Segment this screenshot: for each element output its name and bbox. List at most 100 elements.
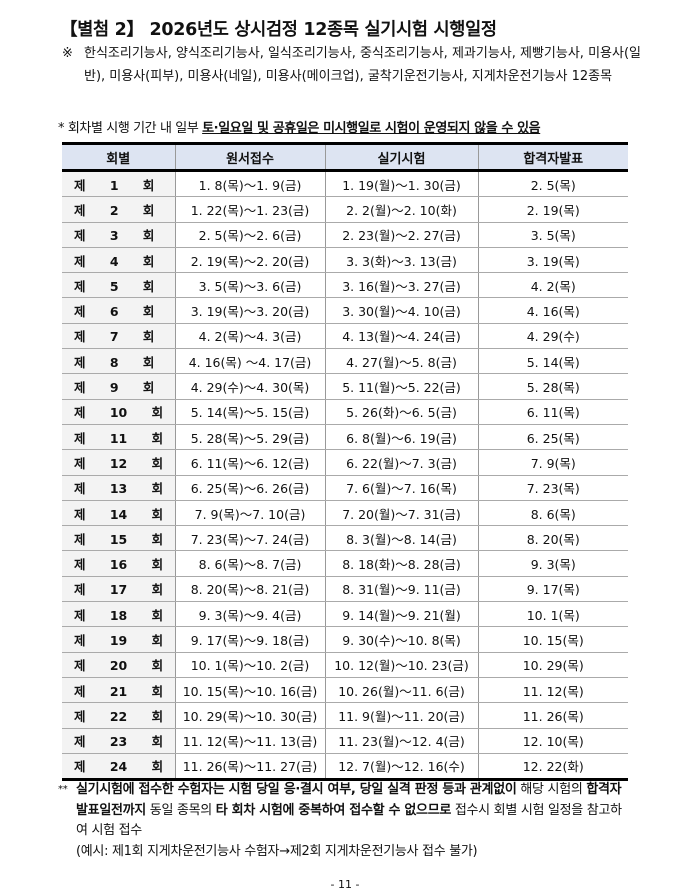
cell-application-period: 4. 29(수)～4. 30(목) <box>174 373 325 400</box>
footnote-text-3: 접수시 회별 시험 일정을 참고하여 시험 접수 <box>76 802 622 839</box>
caution-text: 회차별 시행 기간 내 일부 <box>67 121 203 136</box>
cell-exam-period: 6. 22(월)～7. 3(금) <box>324 449 478 476</box>
cell-exam-period: 11. 9(월)～11. 20(금) <box>324 702 478 729</box>
header-result-announcement: 합격자발표 <box>477 142 628 172</box>
target-items-text: 한식조리기능사, 양식조리기능사, 일식조리기능사, 중식조리기능사, 제과기능… <box>84 46 641 84</box>
cell-exam-period: 2. 2(월)～2. 10(화) <box>324 196 478 223</box>
footnote-bold-1: 실기시험에 접수한 수험자는 시험 당일 응·결시 여부, 당일 실격 판정 등… <box>76 782 517 797</box>
cell-application-period: 4. 2(목)～4. 3(금) <box>174 323 325 350</box>
table-row: 제 6 회 3. 19(목)～3. 20(금) 3. 30(월)～4. 10(금) 4… <box>62 297 628 324</box>
table-row: 제 1 회 1. 8(목)～1. 9(금) 1. 19(월)～1. 30(금) 2. … <box>62 170 628 198</box>
header-application: 원서접수 <box>174 142 325 172</box>
footnote-bold-3: 타 회차 시험에 중복하여 접수할 수 없으므로 <box>215 802 452 818</box>
table-row: 제 3 회 2. 5(목)～2. 6(금) 2. 23(월)～2. 27(금) 3. … <box>62 222 628 248</box>
cell-round: 제 8 회 <box>62 348 175 375</box>
cell-application-period: 1. 8(목)～1. 9(금) <box>174 170 325 198</box>
table-row: 제 11 회 5. 28(목)～5. 29(금) 6. 8(월)～6. 19(금) 6… <box>62 424 628 451</box>
cell-exam-period: 4. 27(월)～5. 8(금) <box>324 348 478 375</box>
table-row: 제 21 회 10. 15(목)～10. 16(금) 10. 26(월)～11. 6… <box>62 677 628 704</box>
cell-exam-period: 11. 23(월)～12. 4(금) <box>324 728 478 754</box>
cell-application-period: 10. 15(목)～10. 16(금) <box>174 677 325 704</box>
cell-exam-period: 12. 7(월)～12. 16(수) <box>324 753 478 782</box>
table-row: 제 17 회 8. 20(목)～8. 21(금) 8. 31(월)～9. 11(금)… <box>62 576 628 603</box>
cell-result-date: 12. 22(화) <box>477 753 628 782</box>
table-row: 제 10 회 5. 14(목)～5. 15(금) 5. 26(화)～6. 5(금) 6… <box>62 399 628 425</box>
cell-round: 제 10 회 <box>62 399 175 425</box>
cell-result-date: 5. 28(목) <box>477 373 628 400</box>
cell-exam-period: 9. 30(수)～10. 8(목) <box>324 626 478 653</box>
table-header-row: 회별 원서접수 실기시험 합격자발표 <box>62 142 628 172</box>
cell-result-date: 4. 2(목) <box>477 272 628 299</box>
cell-exam-period: 8. 3(월)～8. 14(금) <box>324 525 478 552</box>
cell-round: 제 19 회 <box>62 626 175 653</box>
cell-application-period: 3. 19(목)～3. 20(금) <box>174 297 325 324</box>
exam-schedule-table: 회별 원서접수 실기시험 합격자발표 제 1 회 1. 8(목)～1. 9(금) 1… <box>62 142 628 782</box>
cell-round: 제 5 회 <box>62 272 175 299</box>
cell-result-date: 9. 3(목) <box>477 550 628 577</box>
cell-application-period: 6. 11(목)～6. 12(금) <box>174 449 325 476</box>
cell-application-period: 8. 20(목)～8. 21(금) <box>174 576 325 603</box>
cell-result-date: 10. 1(목) <box>477 601 628 628</box>
header-practical-exam: 실기시험 <box>324 142 478 172</box>
cell-round: 제 18 회 <box>62 601 175 628</box>
cell-round: 제 13 회 <box>62 475 175 501</box>
cell-result-date: 12. 10(목) <box>477 728 628 754</box>
footnote-text-2: 동일 종목의 <box>145 802 216 818</box>
cell-application-period: 9. 3(목)～9. 4(금) <box>174 601 325 628</box>
schedule-caution-note: * 회차별 시행 기간 내 일부 토·일요일 및 공휴일은 미시행일로 시험이 … <box>58 117 541 136</box>
table-row: 제 19 회 9. 17(목)～9. 18(금) 9. 30(수)～10. 8(목)… <box>62 626 628 653</box>
cell-exam-period: 3. 30(월)～4. 10(금) <box>324 297 478 324</box>
cell-round: 제 1 회 <box>62 170 175 198</box>
cell-exam-period: 5. 11(월)～5. 22(금) <box>324 373 478 400</box>
cell-result-date: 11. 26(목) <box>477 702 628 729</box>
cell-round: 제 21 회 <box>62 677 175 704</box>
table-row: 제 14 회 7. 9(목)～7. 10(금) 7. 20(월)～7. 31(금) 8… <box>62 500 628 527</box>
page-title: 【별첨 2】 2026년도 상시검정 12종목 실기시험 시행일정 <box>60 20 497 40</box>
cell-exam-period: 7. 6(월)～7. 16(목) <box>324 475 478 501</box>
table-row: 제 7 회 4. 2(목)～4. 3(금) 4. 13(월)～4. 24(금) 4. … <box>62 323 628 350</box>
cell-round: 제 3 회 <box>62 222 175 248</box>
table-row: 제 15 회 7. 23(목)～7. 24(금) 8. 3(월)～8. 14(금) 8… <box>62 525 628 552</box>
cell-result-date: 4. 16(목) <box>477 297 628 324</box>
cell-result-date: 4. 29(수) <box>477 323 628 350</box>
cell-application-period: 11. 12(목)～11. 13(금) <box>174 728 325 754</box>
cell-result-date: 7. 23(목) <box>477 475 628 501</box>
cell-round: 제 11 회 <box>62 424 175 451</box>
cell-result-date: 6. 11(목) <box>477 399 628 425</box>
cell-result-date: 10. 15(목) <box>477 626 628 653</box>
cell-round: 제 2 회 <box>62 196 175 223</box>
cell-result-date: 6. 25(목) <box>477 424 628 451</box>
cell-result-date: 11. 12(목) <box>477 677 628 704</box>
cell-result-date: 3. 5(목) <box>477 222 628 248</box>
cell-round: 제 22 회 <box>62 702 175 729</box>
cell-exam-period: 1. 19(월)～1. 30(금) <box>324 170 478 198</box>
cell-exam-period: 8. 31(월)～9. 11(금) <box>324 576 478 603</box>
double-asterisk-icon: ** <box>58 784 68 795</box>
cell-application-period: 7. 9(목)～7. 10(금) <box>174 500 325 527</box>
table-row: 제 13 회 6. 25(목)～6. 26(금) 7. 6(월)～7. 16(목) 7… <box>62 475 628 501</box>
cell-exam-period: 10. 12(월)～10. 23(금) <box>324 652 478 678</box>
page-number: - 11 - <box>330 878 360 891</box>
header-round: 회별 <box>62 142 175 172</box>
table-row: 제 22 회 10. 29(목)～10. 30(금) 11. 9(월)～11. 20… <box>62 702 628 729</box>
cell-exam-period: 5. 26(화)～6. 5(금) <box>324 399 478 425</box>
cell-application-period: 1. 22(목)～1. 23(금) <box>174 196 325 223</box>
cell-round: 제 17 회 <box>62 576 175 603</box>
cell-application-period: 8. 6(목)～8. 7(금) <box>174 550 325 577</box>
cell-application-period: 6. 25(목)～6. 26(금) <box>174 475 325 501</box>
cell-application-period: 2. 5(목)～2. 6(금) <box>174 222 325 248</box>
cell-exam-period: 7. 20(월)～7. 31(금) <box>324 500 478 527</box>
duplicate-application-footnote: ** 실기시험에 접수한 수험자는 시험 당일 응·결시 여부, 당일 실격 판… <box>58 780 628 862</box>
cell-application-period: 7. 23(목)～7. 24(금) <box>174 525 325 552</box>
cell-round: 제 9 회 <box>62 373 175 400</box>
reference-mark-icon: ※ <box>62 46 73 61</box>
cell-exam-period: 10. 26(월)～11. 6(금) <box>324 677 478 704</box>
cell-result-date: 3. 19(목) <box>477 247 628 274</box>
cell-round: 제 15 회 <box>62 525 175 552</box>
table-row: 제 9 회 4. 29(수)～4. 30(목) 5. 11(월)～5. 22(금) 5… <box>62 373 628 400</box>
cell-round: 제 14 회 <box>62 500 175 527</box>
cell-exam-period: 9. 14(월)～9. 21(월) <box>324 601 478 628</box>
cell-exam-period: 6. 8(월)～6. 19(금) <box>324 424 478 451</box>
cell-application-period: 11. 26(목)～11. 27(금) <box>174 753 325 782</box>
cell-application-period: 10. 29(목)～10. 30(금) <box>174 702 325 729</box>
